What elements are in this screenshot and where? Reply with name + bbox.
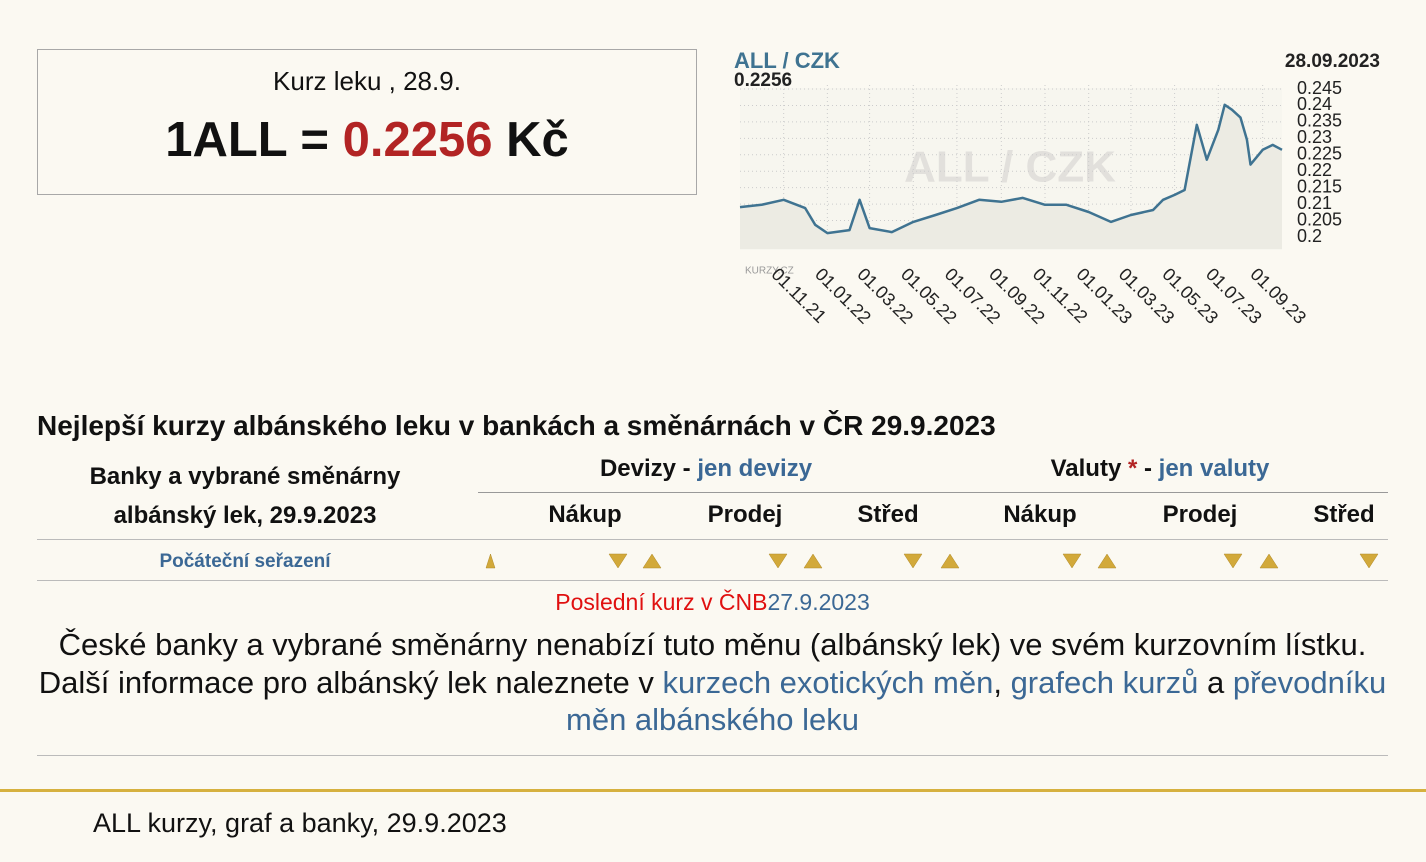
sort-up[interactable] — [1259, 553, 1279, 569]
column-header: Prodej — [1162, 501, 1238, 528]
message-link[interactable]: převodníku měn albánského leku — [566, 664, 1387, 738]
line — [739, 103, 1283, 235]
rate-line: 1ALL = 0.2256 Kč — [38, 112, 696, 168]
y-tick-label: 0.22 — [1297, 160, 1332, 180]
y-tick-label: 0.225 — [1297, 144, 1342, 164]
valuty-label: Valuty — [1050, 455, 1122, 482]
rate-prefix: 1ALL = — [165, 113, 330, 167]
valuty-sep: - — [1137, 455, 1159, 482]
valuty-link[interactable]: jen valuty — [1158, 455, 1270, 482]
devizy-sep: - — [676, 455, 698, 482]
message-link[interactable]: kurzech exotických měn — [662, 664, 994, 700]
rate-value: 0.2256 — [342, 113, 493, 167]
header-rule — [478, 492, 1388, 493]
sort-down[interactable] — [903, 553, 923, 569]
sort-reset[interactable]: Počáteční seřazení — [159, 551, 331, 572]
valuty-star: * — [1127, 455, 1138, 482]
message-sep: a — [1198, 664, 1233, 700]
bank-header: Banky a vybrané směnárny albánský lek, 2… — [89, 463, 401, 529]
column-header: Nákup — [1003, 501, 1077, 528]
column-header: Nákup — [548, 501, 622, 528]
row-rule — [37, 755, 1388, 756]
y-tick-label: 0.235 — [1297, 111, 1342, 131]
sort-up[interactable] — [642, 553, 662, 569]
devizy-header: Devizy - jen devizy — [506, 455, 906, 483]
chart-title: ALL / CZK — [734, 48, 840, 73]
y-tick-label: 0.24 — [1297, 94, 1332, 114]
chart-date: 28.09.2023 — [1285, 51, 1380, 72]
table-title: Nejlepší kurzy albánského leku v bankách… — [37, 410, 996, 441]
valuty-header: Valuty * - jen valuty — [960, 455, 1360, 483]
rate-box-title: Kurz leku , 28.9. — [273, 66, 461, 96]
sort-down[interactable] — [768, 553, 788, 569]
message: České banky a vybrané směnárny nenabízí … — [37, 626, 1388, 739]
column-header: Střed — [857, 501, 919, 528]
column-header: Střed — [1313, 501, 1375, 528]
y-tick-label: 0.21 — [1297, 193, 1332, 213]
area-fill — [740, 104, 1282, 249]
cnb-note: Poslední kurz v ČNB27.9.2023 — [37, 589, 1388, 616]
rate-unit: Kč — [506, 113, 569, 167]
cnb-note-text: Poslední kurz v ČNB — [555, 589, 768, 615]
sort-up[interactable] — [485, 553, 496, 569]
row-rule — [37, 539, 1388, 540]
last-value: 0.2256 — [734, 70, 792, 91]
sort-up[interactable] — [803, 553, 823, 569]
marks — [739, 103, 1283, 249]
sort-down[interactable] — [1223, 553, 1243, 569]
devizy-label: Devizy — [599, 455, 676, 482]
sort-down[interactable] — [1359, 553, 1379, 569]
column-header: Prodej — [707, 501, 783, 528]
watermark: ALL / CZK — [904, 143, 1116, 192]
sort-down[interactable] — [1062, 553, 1082, 569]
y-tick-label: 0.245 — [1297, 78, 1342, 98]
cnb-date[interactable]: 27.9.2023 — [767, 589, 870, 615]
y-tick-label: 0.23 — [1297, 127, 1332, 147]
footer: ALL kurzy, graf a banky, 29.9.2023 — [93, 808, 507, 838]
message-text: České banky a vybrané směnárny nenabízí … — [38, 627, 1367, 700]
y-tick-label: 0.215 — [1297, 176, 1342, 196]
message-link[interactable]: grafech kurzů — [1010, 664, 1199, 700]
y-tick-label: 0.2 — [1297, 226, 1322, 246]
logo: KURZY.CZ — [745, 266, 794, 277]
devizy-link[interactable]: jen devizy — [697, 455, 813, 482]
rate-box: Kurz leku , 28.9. 1ALL = 0.2256 Kč — [37, 49, 697, 195]
chart: ALL / CZK 0.2256 28.09.2023 ALL / CZK KU… — [734, 48, 1380, 328]
row-rule — [37, 580, 1388, 581]
sort-down[interactable] — [608, 553, 628, 569]
message-sep: , — [993, 664, 1011, 700]
y-tick-label: 0.205 — [1297, 209, 1342, 229]
sort-up[interactable] — [1097, 553, 1117, 569]
sort-arrows — [485, 553, 1379, 569]
footer-rule — [0, 789, 1426, 792]
sort-up[interactable] — [940, 553, 960, 569]
